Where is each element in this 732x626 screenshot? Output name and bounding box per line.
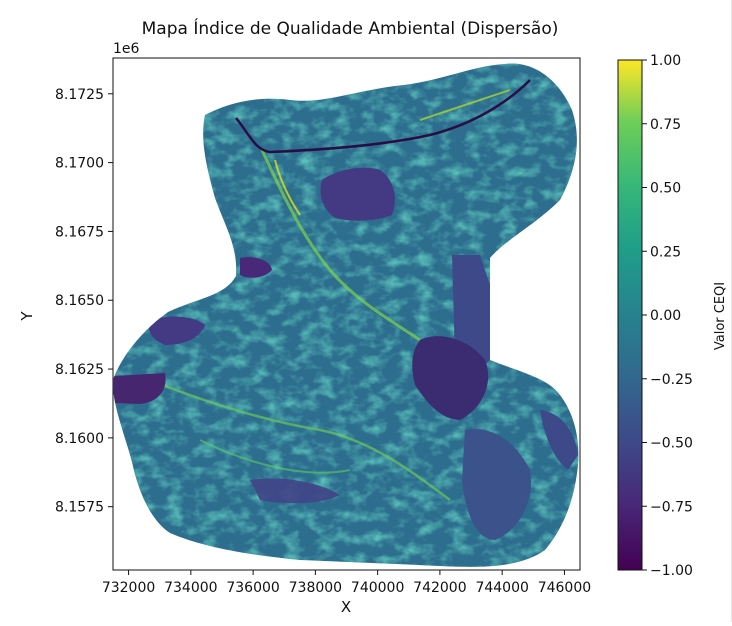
low-patch-dam [320,167,395,221]
x-axis-label: X [341,598,351,616]
x-tick-label: 744000 [475,580,528,596]
colorbar-label: Valor CEQI [713,282,728,350]
colorbar-tick-label: 1.00 [650,53,681,69]
y-axis-label: Y [18,311,36,322]
y-tick-label: 8.1725 [55,87,104,103]
y-offset-label: 1e6 [113,41,140,57]
y-tick-label: 8.1625 [55,362,104,378]
colorbar-tick-label: −0.50 [650,436,693,452]
low-patch-west [113,373,166,404]
x-tick-label: 740000 [351,580,404,596]
colorbar-ticks: 1.00 0.75 0.50 0.25 0.00 −0.25 −0.50 −0.75 −1.00 [642,53,693,579]
low-patch-southeast [540,410,578,470]
low-patch-north-west [240,257,272,278]
y-axis-ticks: 8.1575 8.1600 8.1625 8.1650 8.1675 8.1700 8.17… [55,87,113,516]
x-axis-ticks: 732000 734000 736000 738000 740000 742000 7440… [102,570,591,596]
x-tick-label: 742000 [413,580,466,596]
highlight-ridge-5 [199,439,351,474]
chart-title: Mapa Índice de Qualidade Ambiental (Disp… [142,17,559,39]
low-patch-center-east [412,336,489,420]
x-tick-label: 736000 [226,580,279,596]
colorbar-tick-label: −0.75 [650,499,693,515]
x-tick-label: 746000 [538,580,591,596]
colorbar-tick-label: −0.25 [650,372,693,388]
highlight-ridge-2 [149,378,451,502]
y-tick-label: 8.1700 [55,156,104,172]
y-tick-label: 8.1650 [55,293,104,309]
colorbar-tick-label: 0.75 [650,117,681,133]
x-tick-label: 732000 [102,580,155,596]
colorbar-tick-label: 0.25 [650,244,681,260]
x-tick-label: 734000 [164,580,217,596]
highlight-ridge-4 [419,89,511,121]
colorbar-tick-label: 0.00 [650,308,681,324]
colorbar [617,59,643,571]
colorbar-tick-label: 0.50 [650,181,681,197]
highlight-ridge-3 [274,159,301,216]
y-tick-label: 8.1600 [55,431,104,447]
y-tick-label: 8.1575 [55,500,104,516]
y-tick-label: 8.1675 [55,224,104,240]
x-tick-label: 738000 [289,580,342,596]
river-line [235,79,531,154]
colorbar-tick-label: −1.00 [650,563,693,579]
low-patch-southwest [148,316,205,345]
low-patch-south [462,429,531,540]
low-patch-far-southwest [250,478,340,504]
highlight-ridge-1 [260,149,421,342]
